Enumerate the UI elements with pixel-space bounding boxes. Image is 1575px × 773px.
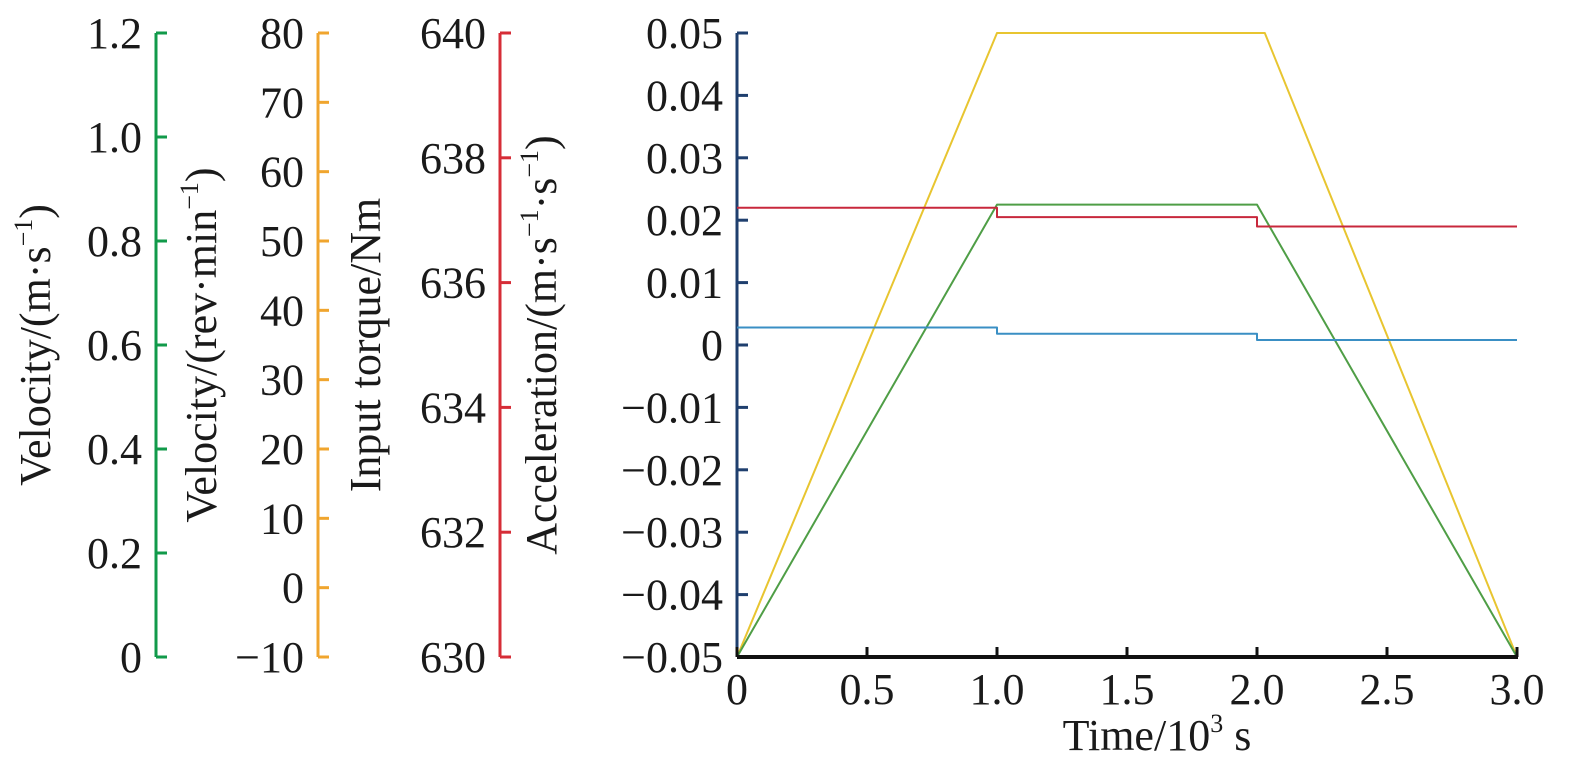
y-tick-label-acceleration: −0.01 — [621, 383, 723, 432]
y-tick-label-velocity_ms: 0.4 — [87, 425, 142, 474]
y-tick-label-acceleration: 0.05 — [646, 9, 723, 58]
y-axis-input_torque: 630 632 634 636 638 640 Input torque/Nm — [341, 9, 511, 682]
y-tick-label-input_torque: 632 — [420, 508, 486, 557]
y-tick-label-velocity_rpm: 40 — [260, 286, 304, 335]
y-tick-label-acceleration: 0.02 — [646, 196, 723, 245]
y-tick-label-velocity_ms: 1.2 — [87, 9, 142, 58]
y-tick-label-acceleration: −0.02 — [621, 446, 723, 495]
y-tick-label-velocity_ms: 0.8 — [87, 217, 142, 266]
y-tick-label-velocity_ms: 0.2 — [87, 529, 142, 578]
series-line-input_torque — [737, 206, 1517, 228]
y-tick-label-velocity_ms: 0 — [120, 633, 142, 682]
y-tick-label-acceleration: −0.03 — [621, 508, 723, 557]
y-tick-label-acceleration: −0.05 — [621, 633, 723, 682]
x-tick-label: 2.5 — [1360, 665, 1415, 714]
x-tick-label: 1.0 — [970, 665, 1025, 714]
x-tick-label: 1.5 — [1100, 665, 1155, 714]
y-tick-label-velocity_rpm: 20 — [260, 425, 304, 474]
y-axis-title-acceleration: Acceleration/(m·s−1·s−1) — [515, 135, 566, 554]
y-axis-acceleration: −0.05 −0.04 −0.03 −0.02 −0.01 0 0.01 0.02 0.03 0.… — [515, 9, 748, 682]
y-tick-label-velocity_rpm: 60 — [260, 148, 304, 197]
y-axis-velocity_ms: 0 0.2 0.4 0.6 0.8 1.0 1.2 Velocity/(m·s−1) — [9, 9, 167, 682]
y-tick-label-acceleration: 0 — [701, 321, 723, 370]
x-tick-label: 0.5 — [840, 665, 895, 714]
y-tick-label-velocity_ms: 0.6 — [87, 321, 142, 370]
series-line-acceleration — [737, 326, 1517, 342]
x-tick-label: 0 — [726, 665, 748, 714]
y-tick-label-input_torque: 630 — [420, 633, 486, 682]
y-tick-label-velocity_rpm: −10 — [235, 633, 304, 682]
y-tick-label-input_torque: 636 — [420, 259, 486, 308]
y-tick-label-velocity_rpm: 50 — [260, 217, 304, 266]
y-tick-label-input_torque: 638 — [420, 134, 486, 183]
y-tick-label-input_torque: 640 — [420, 9, 486, 58]
series-layer — [736, 32, 1518, 658]
x-axis-title: Time/103 s — [1063, 709, 1252, 760]
y-tick-label-input_torque: 634 — [420, 383, 486, 432]
y-axis-title-velocity_ms: Velocity/(m·s−1) — [9, 204, 60, 486]
y-tick-label-velocity_rpm: 30 — [260, 356, 304, 405]
x-tick-label: 2.0 — [1230, 665, 1285, 714]
y-tick-label-velocity_rpm: 80 — [260, 9, 304, 58]
y-tick-label-velocity_rpm: 70 — [260, 78, 304, 127]
y-tick-label-velocity_rpm: 0 — [282, 564, 304, 613]
series-line-velocity_ms — [736, 203, 1518, 658]
y-axis-velocity_rpm: −10 0 10 20 30 40 50 60 70 80 Velocity/(rev·min−1) — [175, 9, 329, 682]
y-tick-label-acceleration: 0.01 — [646, 259, 723, 308]
y-tick-label-acceleration: 0.04 — [646, 71, 723, 120]
axes-layer: 0 0.2 0.4 0.6 0.8 1.0 1.2 Velocity/(m·s−1) −10 0 1… — [9, 9, 1519, 682]
y-tick-label-acceleration: −0.04 — [621, 571, 723, 620]
series-line-velocity_rpm — [736, 32, 1518, 658]
y-tick-label-velocity_ms: 1.0 — [87, 113, 142, 162]
y-axis-title-input_torque: Input torque/Nm — [341, 198, 390, 493]
x-tick-label: 3.0 — [1490, 665, 1545, 714]
y-axis-title-velocity_rpm: Velocity/(rev·min−1) — [175, 167, 226, 522]
y-tick-label-velocity_rpm: 10 — [260, 494, 304, 543]
y-tick-label-acceleration: 0.03 — [646, 134, 723, 183]
x-axis: 0 0.5 1.0 1.5 2.0 2.5 3.0 Time/103 s — [726, 647, 1545, 760]
